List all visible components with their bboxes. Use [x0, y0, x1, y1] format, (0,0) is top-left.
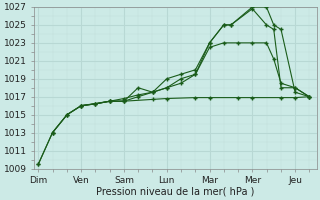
X-axis label: Pression niveau de la mer( hPa ): Pression niveau de la mer( hPa ) — [96, 187, 254, 197]
